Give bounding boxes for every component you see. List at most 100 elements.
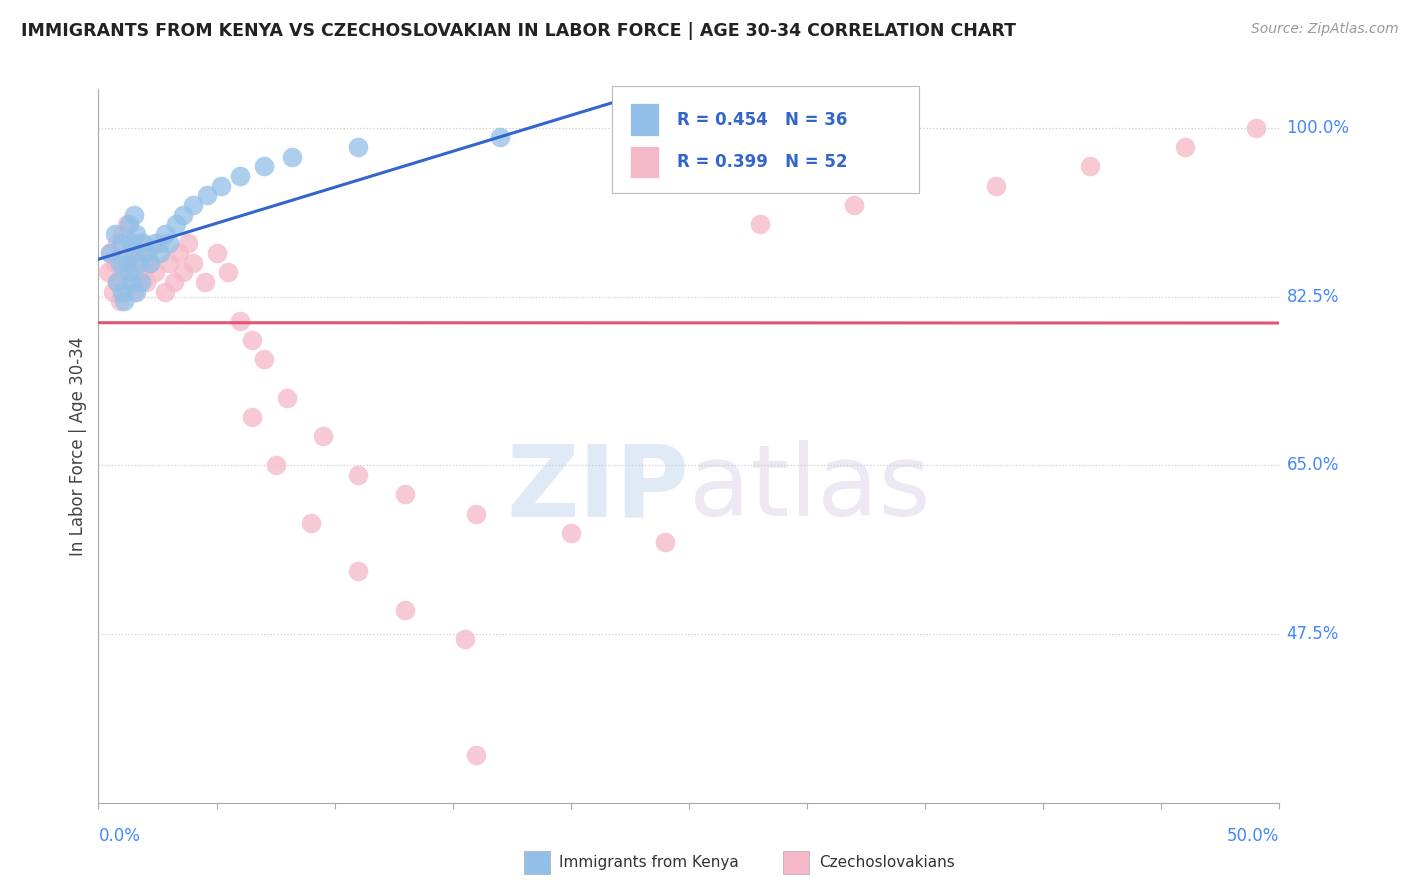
Point [139,256,162,270]
Point [209,178,232,193]
Point [104,227,127,241]
Point [115,256,138,270]
Point [229,169,252,183]
Point [253,352,276,367]
Point [121,275,143,289]
Point [163,275,186,289]
Point [128,275,150,289]
Text: 0.0%: 0.0% [98,827,141,845]
Point [195,188,218,202]
Point [129,275,152,289]
Point [118,275,141,289]
Text: 47.5%: 47.5% [1286,625,1339,643]
Point [281,150,304,164]
Text: Immigrants from Kenya: Immigrants from Kenya [560,855,738,871]
Point [465,747,488,762]
Point [111,265,134,279]
Point [165,217,187,231]
Point [181,256,204,270]
FancyBboxPatch shape [523,851,550,874]
Point [132,236,155,251]
Point [136,246,159,260]
Point [465,507,488,521]
Text: ZIP: ZIP [506,441,689,537]
Text: atlas: atlas [689,441,931,537]
Text: 82.5%: 82.5% [1286,287,1339,306]
Point [217,265,239,279]
Point [143,236,166,251]
Point [122,208,145,222]
Point [181,198,204,212]
Point [157,256,180,270]
Point [105,275,128,289]
Point [118,265,141,279]
Point [143,265,166,279]
Point [702,120,724,135]
Point [101,285,124,299]
Point [149,246,172,260]
Text: 50.0%: 50.0% [1227,827,1279,845]
Point [115,256,138,270]
Point [1174,140,1197,154]
Point [122,285,145,299]
Text: Source: ZipAtlas.com: Source: ZipAtlas.com [1251,22,1399,37]
Point [129,246,152,260]
Point [347,565,370,579]
Point [125,227,148,241]
Point [489,130,512,145]
Point [122,246,145,260]
Point [844,198,866,212]
Point [112,294,135,309]
Point [1244,120,1267,135]
Point [276,391,298,405]
Text: Czechoslovakians: Czechoslovakians [818,855,955,871]
Point [240,410,263,425]
Point [118,246,141,260]
Point [264,458,287,473]
Point [108,256,131,270]
Text: IMMIGRANTS FROM KENYA VS CZECHOSLOVAKIAN IN LABOR FORCE | AGE 30-34 CORRELATION : IMMIGRANTS FROM KENYA VS CZECHOSLOVAKIAN… [21,22,1017,40]
Point [167,246,190,260]
FancyBboxPatch shape [783,851,810,874]
Point [1080,159,1102,173]
Text: 65.0%: 65.0% [1286,457,1339,475]
Point [394,487,416,501]
Point [104,256,127,270]
Point [394,603,416,617]
Point [98,246,121,260]
Point [748,217,770,231]
Point [139,256,162,270]
Point [125,285,148,299]
Point [108,294,131,309]
Point [132,265,155,279]
Point [97,265,120,279]
Point [121,236,143,251]
Point [153,285,176,299]
Point [453,632,475,646]
Point [194,275,217,289]
Point [153,227,176,241]
Point [205,246,228,260]
FancyBboxPatch shape [630,146,659,178]
Point [229,313,252,327]
Point [149,236,172,251]
Point [172,265,194,279]
Point [654,535,676,549]
Point [984,178,1007,193]
Point [111,236,134,251]
Y-axis label: In Labor Force | Age 30-34: In Labor Force | Age 30-34 [69,336,87,556]
Point [347,140,370,154]
Point [177,236,200,251]
FancyBboxPatch shape [630,103,659,136]
Point [118,217,141,231]
Point [299,516,322,530]
Point [115,217,138,231]
Point [105,275,128,289]
Text: R = 0.399   N = 52: R = 0.399 N = 52 [678,153,848,171]
Point [312,429,335,443]
Point [112,285,135,299]
Text: 100.0%: 100.0% [1286,119,1350,136]
Point [172,208,194,222]
Point [111,227,134,241]
Point [560,525,582,540]
